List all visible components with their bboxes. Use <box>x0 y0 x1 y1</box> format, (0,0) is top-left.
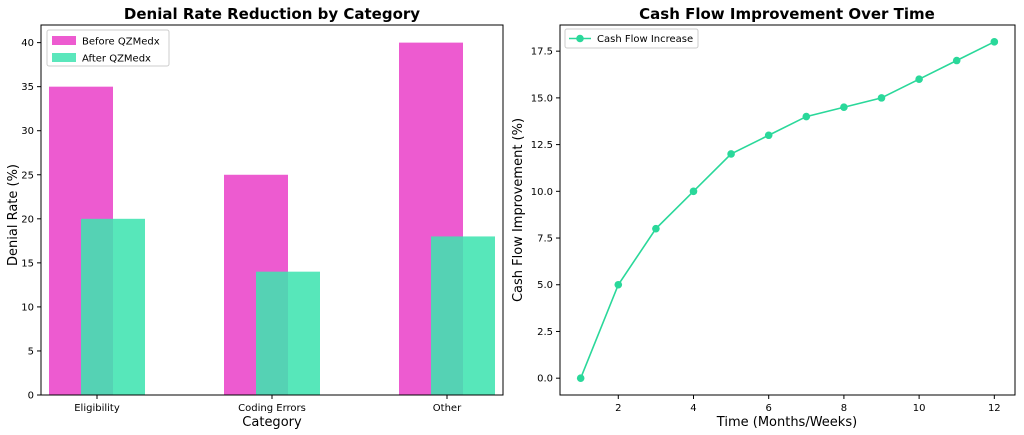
denial-rate-chart: Denial Rate Reduction by Category Catego… <box>6 5 504 430</box>
legend-box <box>564 28 699 49</box>
y-axis-label: Cash Flow Improvement (%) <box>511 118 526 302</box>
legend-swatch <box>52 36 76 45</box>
x-ticks: 2 4 6 8 10 12 <box>615 395 1001 414</box>
bar-coding-errors-after <box>256 271 320 395</box>
x-axis-label: Category <box>242 415 302 430</box>
x-axis-label: Time (Months/Weeks) <box>716 415 857 430</box>
data-point <box>877 94 886 102</box>
y-tick-label: 15 <box>21 258 34 269</box>
x-tick-label: 6 <box>766 403 772 414</box>
bar-eligibility-after <box>81 218 145 395</box>
series-line-cash-flow <box>579 41 995 379</box>
legend-marker <box>576 34 584 43</box>
y-tick-label: 10 <box>21 302 34 313</box>
plot-frame <box>559 24 1016 396</box>
data-point <box>990 38 999 46</box>
x-ticks: Eligibility Coding Errors Other <box>74 395 462 414</box>
legend-label: Cash Flow Increase <box>597 34 693 45</box>
line-series-group <box>576 38 999 382</box>
data-point <box>614 280 623 289</box>
cash-flow-chart: Cash Flow Improvement Over Time Time (Mo… <box>511 5 1016 430</box>
x-tick-label: Other <box>433 403 462 414</box>
x-tick-label: 12 <box>988 403 1001 414</box>
y-tick-label: 7.5 <box>537 234 553 245</box>
y-tick-label: 25 <box>21 170 34 181</box>
data-point <box>652 224 660 233</box>
legend: Cash Flow Increase <box>564 28 699 49</box>
chart-title: Denial Rate Reduction by Category <box>124 5 420 23</box>
y-tick-label: 30 <box>21 126 34 137</box>
y-tick-label: 15.0 <box>531 93 553 104</box>
x-tick-label: 2 <box>615 403 621 414</box>
data-point <box>802 112 811 121</box>
x-tick-label: Coding Errors <box>238 403 306 414</box>
legend-box <box>46 29 170 67</box>
y-tick-label: 10.0 <box>531 187 553 198</box>
x-tick-label: 4 <box>690 403 696 414</box>
legend-label: After QZMedx <box>82 54 151 65</box>
data-point <box>689 187 698 196</box>
x-tick-label: 8 <box>841 403 847 414</box>
data-point <box>840 103 848 112</box>
chart-title: Cash Flow Improvement Over Time <box>639 5 935 23</box>
bar-series-group <box>49 42 495 396</box>
x-tick-label: Eligibility <box>74 403 120 414</box>
y-tick-label: 0.0 <box>537 374 553 385</box>
y-tick-label: 40 <box>21 38 34 49</box>
legend: Before QZMedx After QZMedx <box>46 29 170 67</box>
y-tick-label: 35 <box>21 82 34 93</box>
y-tick-label: 17.5 <box>531 47 553 58</box>
y-tick-label: 12.5 <box>531 140 553 151</box>
data-point <box>576 374 585 382</box>
bar-other-after <box>431 236 495 395</box>
legend-swatch <box>52 53 76 62</box>
data-point <box>727 150 735 158</box>
x-tick-label: 10 <box>913 403 926 414</box>
data-point <box>952 56 961 65</box>
y-tick-label: 2.5 <box>537 327 553 338</box>
y-tick-label: 0 <box>28 391 34 402</box>
data-point <box>764 131 773 140</box>
y-tick-label: 5 <box>28 346 34 357</box>
y-axis-label: Denial Rate (%) <box>6 164 21 266</box>
legend-label: Before QZMedx <box>82 37 160 48</box>
y-ticks: 0 5 10 15 20 25 30 35 40 <box>21 38 41 402</box>
data-point <box>915 75 923 83</box>
y-tick-label: 5.0 <box>537 280 553 291</box>
y-tick-label: 20 <box>21 214 34 225</box>
y-ticks: 0.0 2.5 5.0 7.5 10.0 12.5 15.0 17.5 <box>531 47 560 385</box>
